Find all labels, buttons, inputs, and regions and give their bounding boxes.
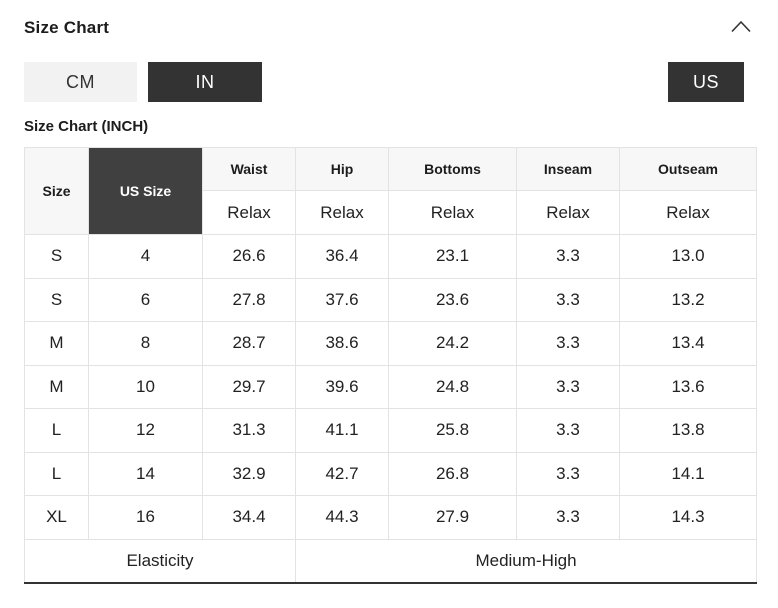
us-size-cell: 10 [88,364,203,409]
bottoms-cell: 25.8 [388,408,517,453]
fit-cell: Relax [388,190,517,235]
hip-cell: 41.1 [295,408,389,453]
fit-cell: Relax [619,190,757,235]
fit-cell: Relax [516,190,620,235]
table-row: S 6 27.8 37.6 23.6 3.3 13.2 [24,277,757,322]
hip-cell: 38.6 [295,321,389,366]
bottoms-cell: 23.1 [388,234,517,279]
inseam-cell: 3.3 [516,451,620,496]
hip-cell: 37.6 [295,277,389,322]
elasticity-row: Elasticity Medium-High [24,538,757,583]
panel-header: Size Chart [24,0,754,40]
col-header-inseam: Inseam [516,147,620,191]
bottoms-cell: 26.8 [388,451,517,496]
col-header-bottoms: Bottoms [388,147,517,191]
waist-cell: 27.8 [202,277,296,322]
outseam-cell: 14.3 [619,495,757,540]
header-row-fit: Relax Relax Relax Relax Relax [25,190,757,235]
outseam-cell: 13.4 [619,321,757,366]
waist-cell: 31.3 [202,408,296,453]
unit-in-button[interactable]: IN [148,62,262,102]
waist-cell: 28.7 [202,321,296,366]
col-header-outseam: Outseam [619,147,757,191]
table-row: XL 16 34.4 44.3 27.9 3.3 14.3 [24,495,757,540]
us-size-cell: 12 [88,408,203,453]
elasticity-value: Medium-High [295,538,757,583]
inseam-cell: 3.3 [516,277,620,322]
outseam-cell: 13.2 [619,277,757,322]
outseam-cell: 14.1 [619,451,757,496]
table-row: L 12 31.3 41.1 25.8 3.3 13.8 [24,408,757,453]
col-header-waist: Waist [202,147,296,191]
bottoms-cell: 24.2 [388,321,517,366]
col-header-hip: Hip [295,147,389,191]
fit-cell: Relax [202,190,296,235]
waist-cell: 26.6 [202,234,296,279]
outseam-cell: 13.8 [619,408,757,453]
size-cell: M [24,364,89,409]
us-size-cell: 8 [88,321,203,366]
outseam-cell: 13.6 [619,364,757,409]
chevron-up-icon [730,20,752,36]
us-size-cell: 4 [88,234,203,279]
hip-cell: 44.3 [295,495,389,540]
inseam-cell: 3.3 [516,495,620,540]
us-size-cell: 14 [88,451,203,496]
inseam-cell: 3.3 [516,234,620,279]
hip-cell: 39.6 [295,364,389,409]
unit-toggle-row: CM IN US [24,62,754,102]
inseam-cell: 3.3 [516,364,620,409]
size-cell: M [24,321,89,366]
size-cell: S [24,234,89,279]
unit-us-button[interactable]: US [668,62,744,102]
waist-cell: 34.4 [202,495,296,540]
elasticity-label: Elasticity [24,538,296,583]
header-row-measures: Size US Size Waist Hip Bottoms Inseam Ou… [24,147,757,235]
waist-cell: 29.7 [202,364,296,409]
size-cell: L [24,451,89,496]
table-title: Size Chart (INCH) [24,118,149,135]
page-title: Size Chart [24,17,110,37]
hip-cell: 36.4 [295,234,389,279]
col-header-size: Size [24,147,89,235]
bottoms-cell: 23.6 [388,277,517,322]
waist-cell: 32.9 [202,451,296,496]
size-cell: L [24,408,89,453]
table-row: M 10 29.7 39.6 24.8 3.3 13.6 [24,364,757,409]
us-size-cell: 16 [88,495,203,540]
outseam-cell: 13.0 [619,234,757,279]
inseam-cell: 3.3 [516,408,620,453]
bottoms-cell: 24.8 [388,364,517,409]
hip-cell: 42.7 [295,451,389,496]
collapse-button[interactable] [728,18,754,38]
table-row: S 4 26.6 36.4 23.1 3.3 13.0 [24,234,757,279]
table-row: M 8 28.7 38.6 24.2 3.3 13.4 [24,321,757,366]
unit-cm-button[interactable]: CM [24,62,137,102]
size-cell: S [24,277,89,322]
size-cell: XL [24,495,89,540]
us-size-cell: 6 [88,277,203,322]
col-header-us-size: US Size [88,147,203,235]
inseam-cell: 3.3 [516,321,620,366]
size-chart-table: Size US Size Waist Hip Bottoms Inseam Ou… [24,147,757,584]
fit-cell: Relax [295,190,389,235]
table-row: L 14 32.9 42.7 26.8 3.3 14.1 [24,451,757,496]
bottoms-cell: 27.9 [388,495,517,540]
